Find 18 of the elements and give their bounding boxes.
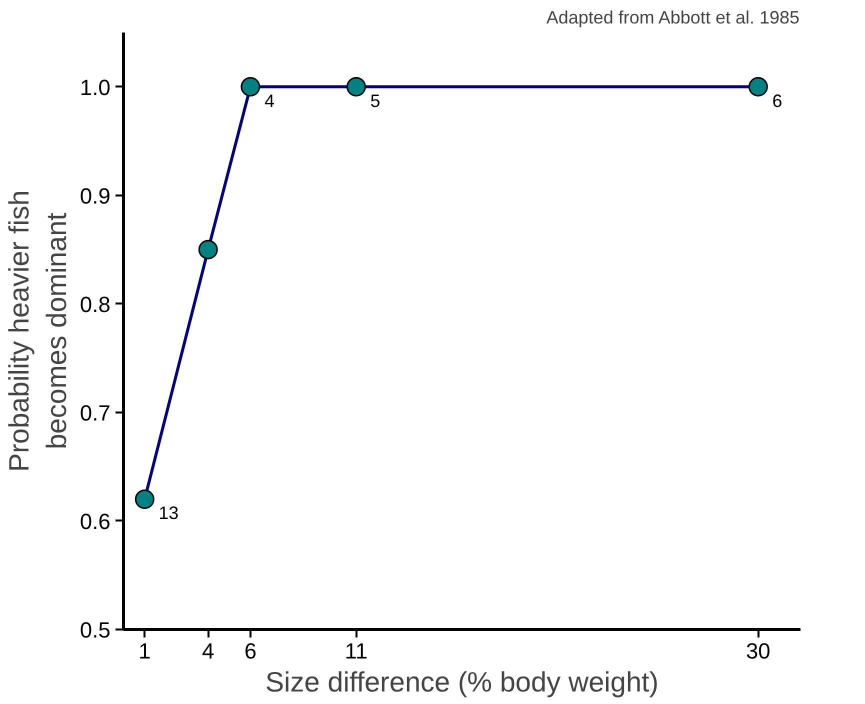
x-tick-label: 1 <box>138 638 151 664</box>
y-tick-label: 0.5 <box>80 618 111 642</box>
annotation: 4 <box>264 90 274 111</box>
annotation: 5 <box>370 90 380 111</box>
y-axis-title: Probability heavier fish becomes dominant <box>4 190 72 472</box>
annotation: 13 <box>158 503 179 524</box>
y-tick-label: 0.7 <box>80 400 111 426</box>
text: Adapted from Abbott et al. 1985 <box>546 8 800 28</box>
y-tick-label: 1.0 <box>80 74 111 100</box>
x-tick-label: 30 <box>746 638 770 664</box>
x-tick-label: 11 <box>344 638 368 664</box>
y-tick-label: 0.8 <box>80 292 111 317</box>
x-tick-label: 4 <box>202 638 214 664</box>
annotation: 6 <box>772 90 782 111</box>
x-tick-label: 6 <box>244 638 257 664</box>
y-tick-label: 0.6 <box>80 508 111 534</box>
x-axis-title: Size difference (% body weight) <box>265 666 659 698</box>
y-tick-label: 0.9 <box>80 183 111 208</box>
